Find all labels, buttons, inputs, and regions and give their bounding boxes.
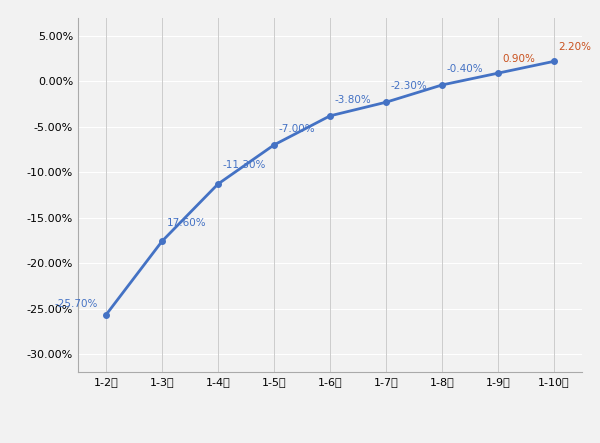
- Text: -3.80%: -3.80%: [334, 95, 371, 105]
- Text: 2.20%: 2.20%: [559, 42, 592, 52]
- Text: 17.60%: 17.60%: [166, 218, 206, 228]
- Text: -25.70%: -25.70%: [54, 299, 98, 309]
- Text: 0.90%: 0.90%: [502, 54, 535, 64]
- Text: -7.00%: -7.00%: [278, 124, 315, 134]
- Text: -2.30%: -2.30%: [391, 82, 427, 91]
- Text: -11.30%: -11.30%: [223, 160, 266, 171]
- Text: -0.40%: -0.40%: [446, 64, 483, 74]
